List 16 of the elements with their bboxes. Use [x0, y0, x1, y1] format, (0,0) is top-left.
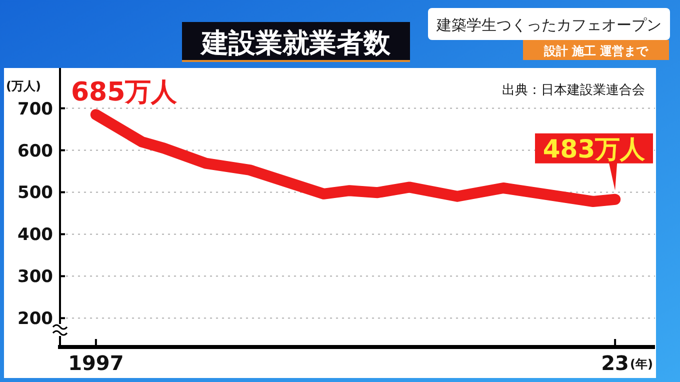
y-tick-label: 500 [18, 183, 54, 204]
y-tick-label: 300 [18, 267, 54, 288]
annotation: 出典：日本建設業連合会 [502, 83, 645, 98]
y-axis-title: (万人) [6, 79, 41, 93]
annotation: 685万人 [70, 78, 178, 108]
y-tick-label: 400 [18, 225, 54, 246]
x-axis-title: (年) [630, 357, 653, 371]
x-tick-label: 23 [601, 351, 629, 375]
chart-title: 建設業就業者数 [200, 28, 392, 59]
x-tick-label: 1997 [68, 351, 124, 375]
annotation: 483万人 [542, 134, 646, 164]
text: 建築学生つくったカフェオープン [436, 16, 662, 34]
y-tick-label: 600 [18, 141, 54, 162]
text: 設計 施工 運営まで [542, 44, 650, 58]
y-tick-label: 700 [18, 99, 54, 120]
y-tick-label: 200 [18, 309, 54, 330]
